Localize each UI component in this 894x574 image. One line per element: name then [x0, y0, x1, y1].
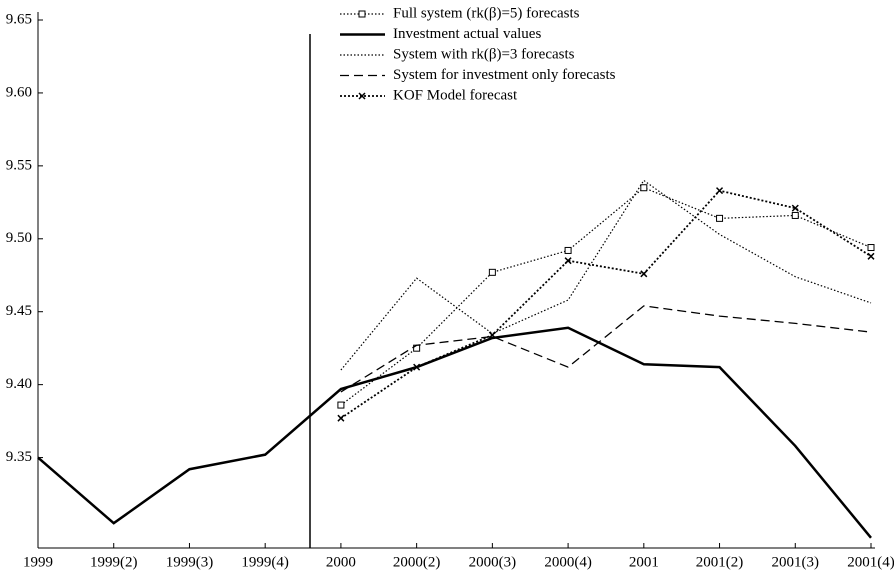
y-tick-label: 9.50: [6, 230, 32, 246]
series-line: [340, 187, 872, 406]
legend-label: Investment actual values: [393, 26, 541, 42]
x-tick-label: 2000(4): [544, 554, 592, 570]
x-tick-label: 2000: [326, 554, 356, 570]
series-line: [340, 305, 872, 393]
x-tick-label: 2001: [629, 554, 659, 570]
marker: [867, 244, 875, 252]
y-tick-label: 9.45: [6, 303, 32, 319]
marker: [716, 214, 724, 222]
y-tick-label: 9.65: [6, 11, 32, 27]
legend-label: Full system (rk(β)=5) forecasts: [393, 5, 580, 21]
series-line: [37, 326, 872, 539]
marker: [358, 92, 366, 100]
marker: [413, 363, 421, 371]
y-tick-label: 9.40: [6, 376, 32, 392]
marker: [867, 252, 875, 260]
marker: [564, 246, 572, 254]
x-tick-label: 1999(3): [166, 554, 214, 570]
y-tick-label: 9.55: [6, 157, 32, 173]
marker: [564, 257, 572, 265]
marker: [640, 270, 648, 278]
x-tick-label: 2000(2): [393, 554, 441, 570]
marker: [791, 204, 799, 212]
x-tick-label: 1999(4): [241, 554, 289, 570]
marker: [337, 414, 345, 422]
x-tick-label: 2001(2): [696, 554, 744, 570]
x-tick-label: 1999: [23, 554, 53, 570]
legend-label: KOF Model forecast: [393, 87, 518, 103]
series-line: [340, 179, 872, 371]
x-tick-label: 2000(3): [469, 554, 517, 570]
marker: [358, 10, 366, 18]
marker: [488, 268, 496, 276]
legend-label: System for investment only forecasts: [393, 67, 616, 83]
y-tick-label: 9.60: [6, 84, 32, 100]
legend-label: System with rk(β)=3 forecasts: [393, 46, 575, 62]
x-tick-label: 1999(2): [90, 554, 138, 570]
marker: [716, 187, 724, 195]
series-line: [340, 189, 872, 419]
x-tick-label: 2001(3): [772, 554, 820, 570]
marker: [488, 331, 496, 339]
x-tick-label: 2001(4): [847, 554, 894, 570]
marker: [640, 184, 648, 192]
y-tick-label: 9.35: [6, 449, 32, 465]
marker: [337, 401, 345, 409]
marker: [791, 211, 799, 219]
